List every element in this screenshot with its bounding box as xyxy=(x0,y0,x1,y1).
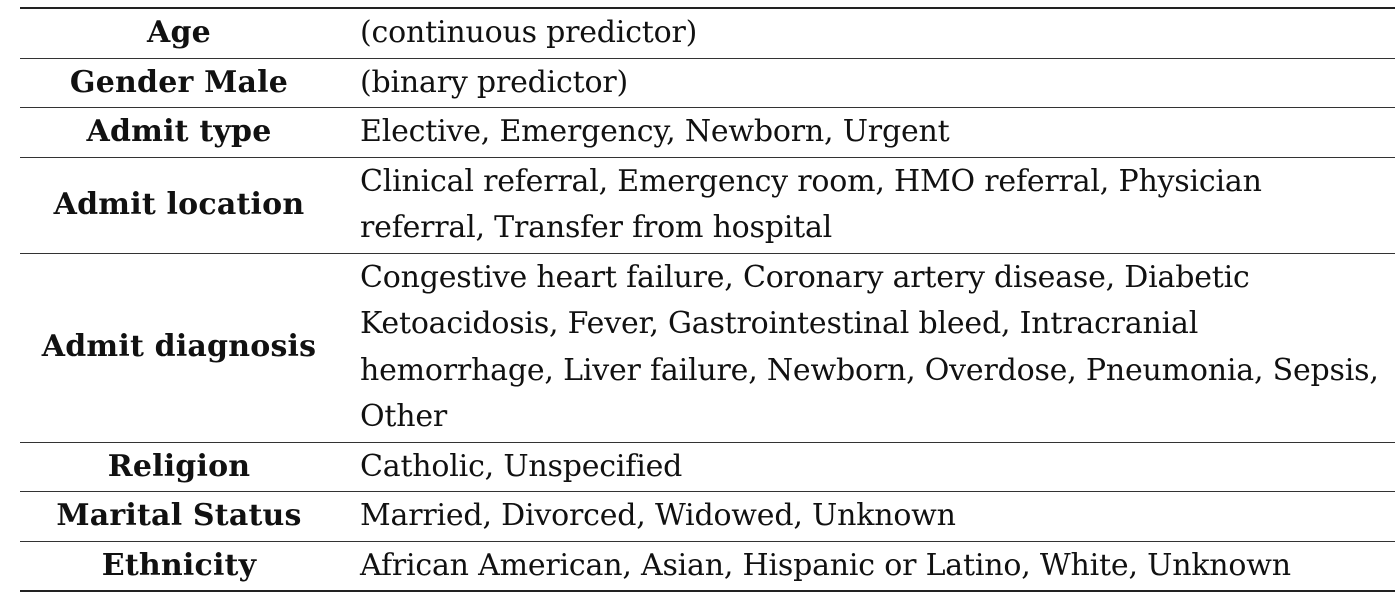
table-row-marital-status: Marital Status Married, Divorced, Widowe… xyxy=(20,491,1395,541)
row-label: Admit diagnosis xyxy=(20,252,338,442)
row-value: (continuous predictor) xyxy=(338,7,1395,58)
table-row-religion: Religion Catholic, Unspecified xyxy=(20,441,1395,492)
predictor-table: Age (continuous predictor) Gender Male (… xyxy=(20,7,1395,592)
row-label: Marital Status xyxy=(20,491,338,541)
table-row-admit-type: Admit type Elective, Emergency, Newborn,… xyxy=(20,107,1395,157)
row-value: Clinical referral, Emergency room, HMO r… xyxy=(338,156,1395,253)
row-label: Religion xyxy=(20,441,338,492)
row-label: Ethnicity xyxy=(20,540,338,592)
predictor-table-container: Age (continuous predictor) Gender Male (… xyxy=(20,7,1395,592)
row-value: Congestive heart failure, Coronary arter… xyxy=(338,252,1395,442)
row-label: Age xyxy=(20,7,338,58)
row-value: (binary predictor) xyxy=(338,57,1395,108)
row-value: Married, Divorced, Widowed, Unknown xyxy=(338,491,1395,541)
table-row-age: Age (continuous predictor) xyxy=(20,7,1395,58)
table-row-gender-male: Gender Male (binary predictor) xyxy=(20,57,1395,108)
row-value: African American, Asian, Hispanic or Lat… xyxy=(338,540,1395,592)
row-label: Admit location xyxy=(20,156,338,253)
table-row-admit-diagnosis: Admit diagnosis Congestive heart failure… xyxy=(20,252,1395,442)
row-label: Gender Male xyxy=(20,57,338,108)
row-label: Admit type xyxy=(20,107,338,157)
row-value: Elective, Emergency, Newborn, Urgent xyxy=(338,107,1395,157)
table-row-admit-location: Admit location Clinical referral, Emerge… xyxy=(20,156,1395,253)
table-row-ethnicity: Ethnicity African American, Asian, Hispa… xyxy=(20,540,1395,592)
row-value: Catholic, Unspecified xyxy=(338,441,1395,492)
